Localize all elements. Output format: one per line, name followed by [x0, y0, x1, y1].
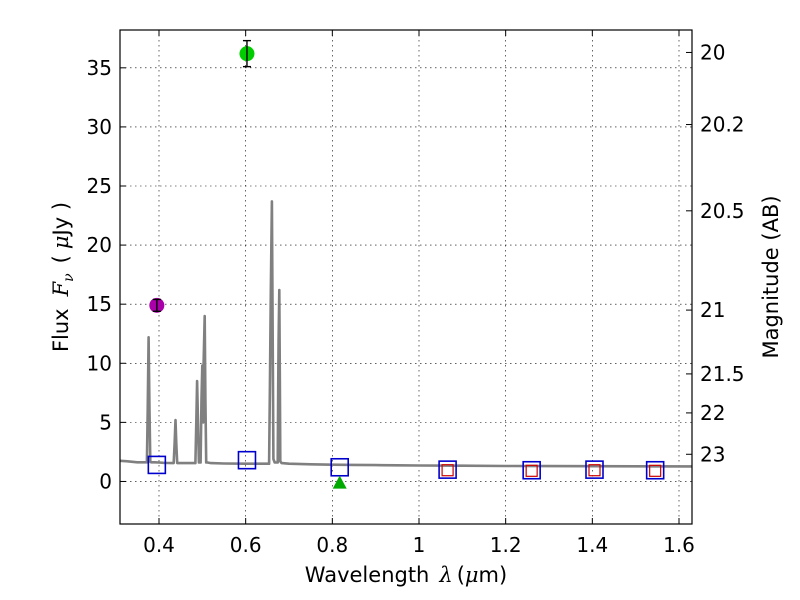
right-axis-ticks: 20 20.2 20.5 21 21.5 22 23 — [686, 40, 745, 466]
right-tick-label: 20.2 — [700, 113, 745, 137]
data-markers — [147, 39, 665, 489]
right-tick-label: 20 — [700, 40, 725, 64]
x-axis-unit-rest: m) — [479, 563, 508, 587]
y-axis-unit-rest: Jy ) — [49, 202, 73, 238]
y-axis-unit-open: ( — [49, 255, 73, 263]
right-tick-label: 21.5 — [700, 362, 745, 386]
observed-square — [649, 464, 662, 477]
x-axis-title: Wavelength — [305, 563, 430, 587]
grid-lines — [120, 30, 692, 524]
right-axis-label: Magnitude (AB) — [759, 195, 783, 358]
y-axis-title: Flux — [49, 308, 73, 352]
right-tick-label: 22 — [700, 401, 725, 425]
y-tick-label: 10 — [87, 351, 112, 375]
right-tick-label: 23 — [700, 442, 725, 466]
y-tick-label: 15 — [87, 292, 112, 316]
x-axis-unit-open: ( — [457, 563, 465, 587]
y-axis-label: Flux Fν ( μJy ) — [49, 202, 77, 352]
x-axis-label: Wavelength λ (μm) — [305, 563, 507, 587]
y-tick-label: 5 — [99, 410, 112, 434]
x-tick-label: 0.8 — [316, 533, 348, 557]
model-photometry-square — [438, 460, 457, 479]
x-axis-symbol: λ — [438, 563, 452, 587]
y-tick-label: 35 — [87, 56, 112, 80]
model-photometry-square — [237, 450, 257, 470]
upper-limit-triangle — [332, 475, 347, 489]
x-axis-unit-mu: μ — [465, 563, 479, 587]
x-tick-label: 1.2 — [490, 533, 522, 557]
y-axis-ticks: 0 5 10 15 20 25 30 35 — [87, 56, 126, 493]
right-tick-label: 20.5 — [700, 199, 745, 223]
y-tick-label: 20 — [87, 233, 112, 257]
y-axis-symbol: F — [49, 280, 73, 297]
x-tick-label: 1 — [413, 533, 426, 557]
y-tick-label: 30 — [87, 115, 112, 139]
observed-square — [588, 464, 601, 477]
y-tick-label: 25 — [87, 174, 112, 198]
y-axis-subscript: ν — [61, 273, 77, 282]
y-tick-label: 0 — [99, 469, 112, 493]
y-axis-unit-mu: μ — [49, 235, 73, 249]
x-tick-label: 1.4 — [576, 533, 608, 557]
x-tick-label: 0.4 — [143, 533, 175, 557]
model-photometry-square — [522, 460, 541, 480]
observed-square — [525, 464, 538, 477]
model-photometry-square — [645, 460, 665, 480]
model-photometry-square — [585, 460, 604, 479]
x-axis-ticks: 0.4 0.6 0.8 1 1.2 1.4 1.6 — [143, 30, 695, 557]
observed-square — [441, 464, 454, 477]
x-tick-label: 0.6 — [230, 533, 262, 557]
right-tick-label: 21 — [700, 298, 725, 322]
x-tick-label: 1.6 — [663, 533, 695, 557]
plot-area — [120, 200, 692, 468]
axes-frame — [119, 29, 693, 525]
model-photometry-square — [147, 455, 167, 475]
spectrum-line — [120, 200, 692, 468]
